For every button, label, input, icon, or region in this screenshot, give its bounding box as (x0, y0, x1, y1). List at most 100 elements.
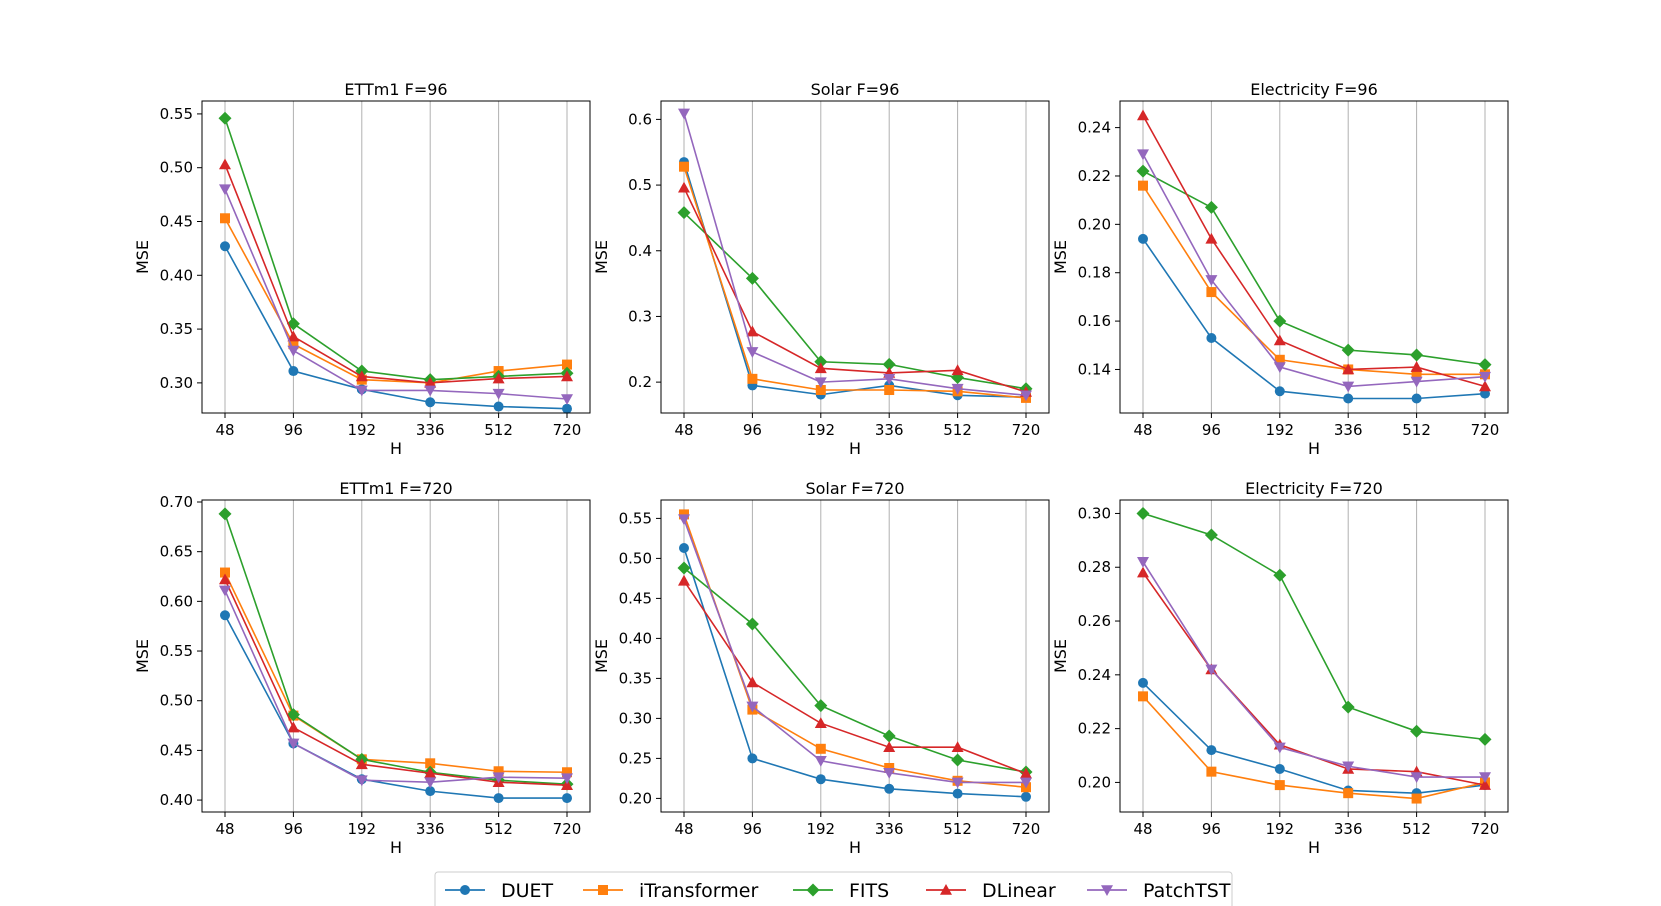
data-point-patchtst (746, 347, 759, 358)
axes-frame (660, 499, 1050, 813)
data-point-patchtst (492, 772, 505, 784)
data-point-patchtst (1137, 557, 1149, 568)
y-tick-label: 0.50 (160, 159, 193, 177)
data-point-itransformer (1274, 780, 1285, 791)
legend-marker-dlinear (940, 884, 952, 895)
data-point-duet (1021, 791, 1031, 802)
y-tick-label: 0.50 (160, 692, 193, 710)
series-line-fits (224, 513, 568, 785)
axes-frame (660, 100, 1050, 414)
axes-frame (201, 100, 591, 414)
data-point-patchtst (1410, 772, 1423, 784)
data-point-patchtst (355, 775, 368, 787)
legend-marker-fits (806, 883, 820, 897)
data-point-duet (1274, 386, 1285, 397)
series-itransformer (1138, 691, 1490, 804)
data-point-dlinear (746, 325, 759, 337)
data-point-fits (1478, 358, 1492, 372)
series-line-fits (1142, 170, 1486, 366)
legend-entry-dlinear: DLinear (926, 880, 1056, 902)
series-line-itransformer (1142, 695, 1486, 800)
data-point-fits (677, 206, 691, 220)
y-tick-label: 0.40 (160, 266, 193, 284)
series-line-dlinear (1142, 115, 1486, 388)
y-tick-label: 0.30 (1078, 504, 1111, 522)
data-point-duet (425, 786, 436, 797)
data-point-patchtst (492, 388, 505, 400)
data-point-fits (1478, 732, 1492, 746)
data-point-dlinear (1020, 767, 1032, 779)
chart-panel-ettm1-f-720: 48 96 192 336 512 720 0.40 0.45 0.50 0.55 0.60 0.65… (133, 479, 591, 857)
chart-title: ETTm1 F=96 (344, 80, 447, 99)
y-tick-label: 0.5 (628, 176, 652, 194)
data-point-itransformer (1343, 788, 1354, 799)
data-point-duet (220, 610, 230, 621)
data-point-dlinear (951, 364, 964, 376)
data-point-duet (679, 543, 689, 553)
data-point-dlinear (1137, 566, 1149, 578)
series-line-itransformer (683, 514, 1027, 788)
x-tick-label: 96 (1202, 421, 1221, 439)
x-axis-label: H (390, 439, 402, 458)
data-point-patchtst (355, 385, 368, 397)
chart-title: Solar F=96 (811, 80, 900, 99)
data-point-patchtst (951, 383, 964, 395)
series-line-dlinear (683, 187, 1027, 393)
x-tick-label: 48 (1133, 820, 1152, 838)
data-point-fits (1136, 506, 1150, 520)
x-axis-label: H (849, 439, 861, 458)
y-tick-label: 0.45 (160, 741, 193, 759)
data-point-duet (1138, 233, 1148, 244)
series-fits (218, 507, 574, 791)
x-tick-label: 512 (1402, 820, 1431, 838)
y-tick-label: 0.55 (619, 509, 652, 527)
series-line-fits (683, 212, 1027, 390)
axes-frame (1119, 499, 1509, 813)
data-point-duet (1343, 393, 1354, 404)
series-line-duet (1142, 238, 1486, 400)
y-axis-label: MSE (133, 240, 152, 274)
x-tick-label: 48 (674, 820, 693, 838)
x-tick-label: 96 (743, 820, 762, 838)
data-point-patchtst (1020, 390, 1032, 402)
data-point-itransformer (1274, 354, 1285, 365)
data-point-fits (1273, 568, 1287, 582)
data-point-dlinear (219, 158, 231, 170)
y-tick-label: 0.24 (1078, 666, 1111, 684)
series-line-patchtst (224, 188, 568, 400)
series-patchtst (219, 184, 573, 406)
data-point-patchtst (1479, 772, 1491, 784)
data-point-dlinear (678, 574, 690, 586)
y-tick-label: 0.40 (619, 629, 652, 647)
y-tick-label: 0.24 (1078, 119, 1111, 137)
series-line-patchtst (1142, 153, 1486, 388)
data-point-fits (951, 753, 965, 767)
legend-entry-duet: DUET (445, 880, 554, 902)
x-tick-label: 48 (1133, 421, 1152, 439)
series-itransformer (1138, 180, 1490, 380)
data-point-patchtst (883, 768, 896, 779)
data-point-dlinear (1342, 363, 1355, 375)
y-tick-label: 0.35 (160, 320, 193, 338)
x-tick-label: 512 (484, 421, 513, 439)
data-point-dlinear (678, 181, 690, 193)
legend-entry-patchtst: PatchTST (1087, 880, 1231, 902)
y-axis-label: MSE (133, 639, 152, 673)
data-point-itransformer (815, 743, 826, 754)
x-tick-label: 336 (416, 421, 445, 439)
data-point-itransformer (220, 567, 230, 578)
x-axis-label: H (390, 838, 402, 857)
series-line-dlinear (224, 164, 568, 384)
data-point-patchtst (678, 108, 690, 120)
data-point-dlinear (424, 767, 437, 779)
data-point-patchtst (561, 773, 573, 785)
data-point-itransformer (288, 339, 299, 350)
series-line-duet (224, 245, 568, 410)
data-point-fits (1341, 700, 1355, 714)
data-point-dlinear (287, 721, 300, 733)
data-point-dlinear (355, 370, 368, 382)
data-point-dlinear (287, 330, 300, 342)
series-line-itransformer (224, 572, 568, 774)
data-point-fits (814, 699, 828, 713)
